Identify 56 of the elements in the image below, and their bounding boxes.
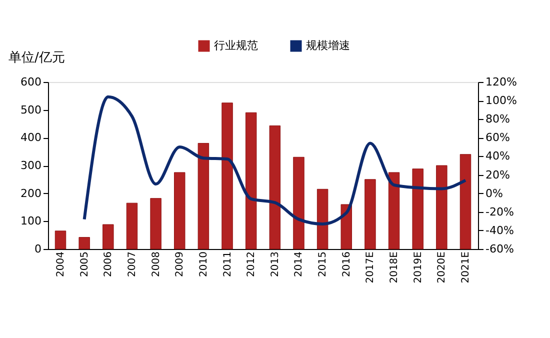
bar	[412, 168, 424, 250]
x-tick-label: 2019E	[412, 252, 424, 284]
x-tick-label: 2012	[246, 252, 258, 277]
bar	[222, 102, 233, 250]
line-series	[82, 95, 467, 226]
x-tick-label: 2004	[56, 252, 67, 277]
y-tick-label: 200	[20, 186, 42, 200]
x-tick-label: 2006	[103, 252, 114, 277]
bar	[78, 237, 90, 250]
y-tick-label: 100	[20, 214, 42, 228]
x-tick-label: 2008	[150, 252, 162, 277]
bar	[316, 188, 328, 250]
y-tick-label: 300	[20, 159, 42, 172]
x-tick-label: 2009	[174, 252, 186, 277]
y2-tick-label: 60%	[486, 131, 510, 144]
y2-tick-label: 0%	[486, 186, 503, 200]
y-tick-label: 500	[20, 103, 42, 116]
x-tick-label: 2005	[79, 252, 90, 277]
legend-label: 行业规范	[214, 39, 258, 52]
y2-tick-label: 20%	[486, 168, 510, 182]
x-tick-label: 2010	[198, 252, 210, 277]
bar	[54, 230, 66, 250]
y2-tick-label: 120%	[486, 76, 517, 88]
bar	[269, 125, 281, 250]
x-tick-label: 2015	[318, 252, 329, 277]
legend-label: 规模增速	[306, 39, 350, 52]
x-tick-label: 2020E	[436, 252, 448, 284]
bar	[293, 156, 304, 250]
x-tick-label: 2018E	[389, 252, 400, 284]
bar	[245, 112, 257, 250]
bar	[436, 165, 448, 250]
y-tick-label: 0	[34, 242, 42, 256]
x-tick-label: 2017E	[365, 252, 376, 284]
x-tick-label: 2011	[222, 252, 234, 277]
x-tick-label: 2016	[341, 252, 352, 277]
bar	[198, 142, 210, 250]
y2-tick-label: 40%	[486, 150, 510, 163]
y2-tick-label: -40%	[486, 224, 514, 237]
y-axis-title: 单位/亿元	[8, 50, 65, 66]
bar	[460, 154, 472, 250]
y2-tick-label: 80%	[486, 112, 510, 126]
bar	[388, 172, 400, 250]
bar	[364, 179, 376, 250]
x-tick-label: 2007	[126, 252, 138, 277]
bar	[102, 224, 114, 250]
x-tick-label: 2013	[270, 252, 281, 277]
y2-tick-label: 100%	[486, 94, 517, 108]
bar	[126, 202, 138, 250]
bar	[150, 198, 162, 250]
y-tick-label: 400	[20, 131, 42, 144]
x-tick-label: 2014	[294, 252, 305, 277]
bar	[174, 172, 186, 250]
y-tick-label: 600	[20, 76, 42, 88]
y2-tick-label: -60%	[486, 242, 514, 256]
y2-tick-label: -20%	[486, 205, 514, 218]
x-tick-label: 2021E	[460, 252, 472, 284]
